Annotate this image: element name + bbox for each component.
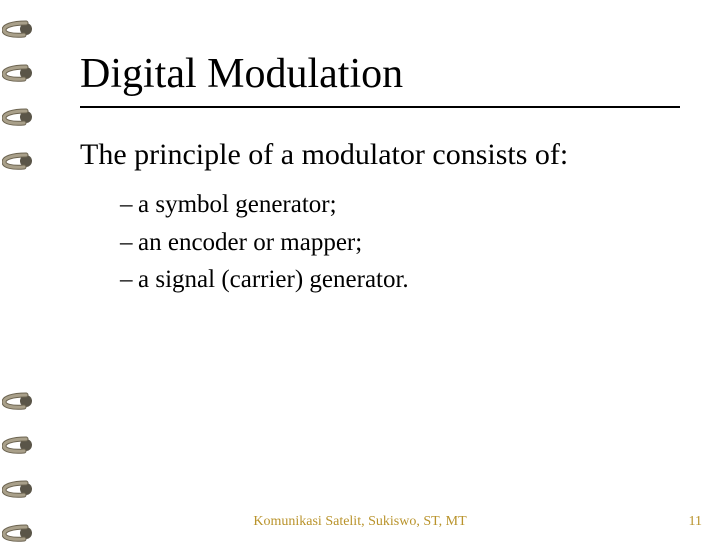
- bullet-text: a signal (carrier) generator.: [138, 266, 409, 293]
- binder-ring-icon: [2, 434, 34, 456]
- slide-title: Digital Modulation: [80, 50, 680, 98]
- binder-ring-icon: [2, 390, 34, 412]
- lead-text: The principle of a modulator consists of…: [80, 138, 680, 172]
- title-underline: [80, 106, 680, 108]
- list-item: –an encoder or mapper;: [120, 224, 680, 262]
- footer-text: Komunikasi Satelit, Sukiswo, ST, MT: [0, 514, 720, 530]
- list-item: –a symbol generator;: [120, 186, 680, 224]
- binder-ring-icon: [2, 18, 34, 40]
- bullet-text: an encoder or mapper;: [138, 229, 362, 256]
- binder-ring-icon: [2, 150, 34, 172]
- binder-ring-icon: [2, 62, 34, 84]
- slide-content: Digital Modulation The principle of a mo…: [80, 50, 680, 299]
- spiral-binder: [0, 0, 38, 540]
- bullet-text: a symbol generator;: [138, 191, 337, 218]
- page-number: 11: [689, 514, 702, 530]
- binder-ring-icon: [2, 478, 34, 500]
- list-item: –a signal (carrier) generator.: [120, 261, 680, 299]
- bullet-list: –a symbol generator; –an encoder or mapp…: [120, 186, 680, 299]
- binder-ring-icon: [2, 106, 34, 128]
